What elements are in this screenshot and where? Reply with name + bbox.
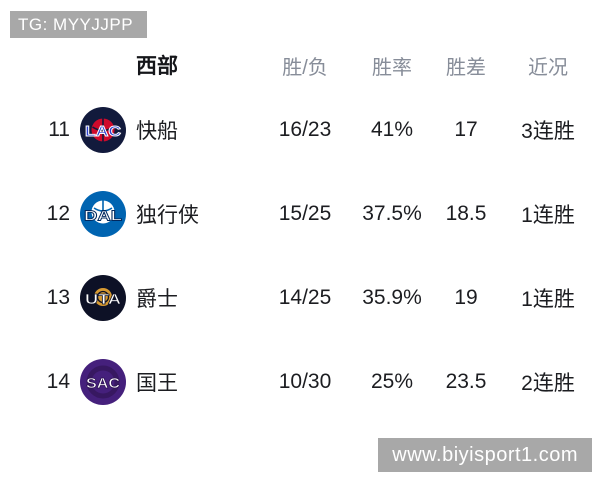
column-header-games-behind: 胜差 (446, 56, 486, 79)
svg-text:SAC: SAC (86, 375, 120, 392)
kings-logo-icon: SAC (80, 359, 126, 405)
win-pct-value: 41% (370, 118, 414, 141)
conference-label: 西部 (136, 55, 178, 78)
telegram-watermark-badge: TG: MYYJJPP (10, 11, 148, 38)
games-behind-value: 23.5 (445, 370, 487, 393)
svg-text:LAC: LAC (85, 123, 121, 140)
win-pct-value: 35.9% (362, 286, 422, 309)
table-row-jazz[interactable]: 13 UTA 爵士 14/25 35.9% 19 1连胜 (0, 256, 592, 340)
recent-form-value: 3连胜 (521, 120, 575, 143)
win-loss-value: 15/25 (278, 202, 332, 225)
team-name: 爵士 (136, 288, 178, 311)
games-behind-value: 18.5 (445, 202, 487, 225)
team-name: 快船 (136, 120, 178, 143)
win-pct-value: 25% (370, 370, 414, 393)
website-watermark-badge: www.biyisport1.com (378, 438, 592, 472)
column-header-win-loss: 胜/负 (282, 56, 328, 79)
logo-cell: UTA (70, 275, 136, 321)
standings-rows: 11 LAC 快船 16/23 41% 17 3连胜 12 (0, 88, 592, 424)
games-behind-value: 19 (454, 286, 478, 309)
win-loss-value: 10/30 (278, 370, 332, 393)
win-loss-value: 16/23 (278, 118, 332, 141)
recent-form-value: 1连胜 (521, 288, 575, 311)
jazz-logo-icon: UTA (80, 275, 126, 321)
logo-cell: SAC (70, 359, 136, 405)
mavericks-logo-icon: DAL (80, 191, 126, 237)
team-name: 独行侠 (136, 204, 199, 227)
column-header-win-pct: 胜率 (372, 56, 412, 79)
logo-cell: DAL (70, 191, 136, 237)
win-loss-value: 14/25 (278, 286, 332, 309)
svg-text:DAL: DAL (84, 208, 122, 225)
table-row-kings[interactable]: 14 SAC 国王 10/30 25% 23.5 2连胜 (0, 340, 592, 424)
rank-label: 12 (46, 202, 70, 225)
rank-label: 14 (46, 370, 70, 393)
recent-form-value: 1连胜 (521, 204, 575, 227)
table-row-clippers[interactable]: 11 LAC 快船 16/23 41% 17 3连胜 (0, 88, 592, 172)
win-pct-value: 37.5% (362, 202, 422, 225)
table-row-mavericks[interactable]: 12 DAL 独行侠 15/25 37.5% 18.5 1连胜 (0, 172, 592, 256)
svg-text:UTA: UTA (85, 291, 121, 308)
rank-label: 11 (48, 118, 70, 141)
table-header: 西部 胜/负 胜率 胜差 近况 (0, 48, 592, 82)
clippers-logo-icon: LAC (80, 107, 126, 153)
rank-label: 13 (46, 286, 70, 309)
recent-form-value: 2连胜 (521, 372, 575, 395)
column-header-recent: 近况 (528, 56, 568, 79)
logo-cell: LAC (70, 107, 136, 153)
team-name: 国王 (136, 372, 178, 395)
games-behind-value: 17 (454, 118, 478, 141)
